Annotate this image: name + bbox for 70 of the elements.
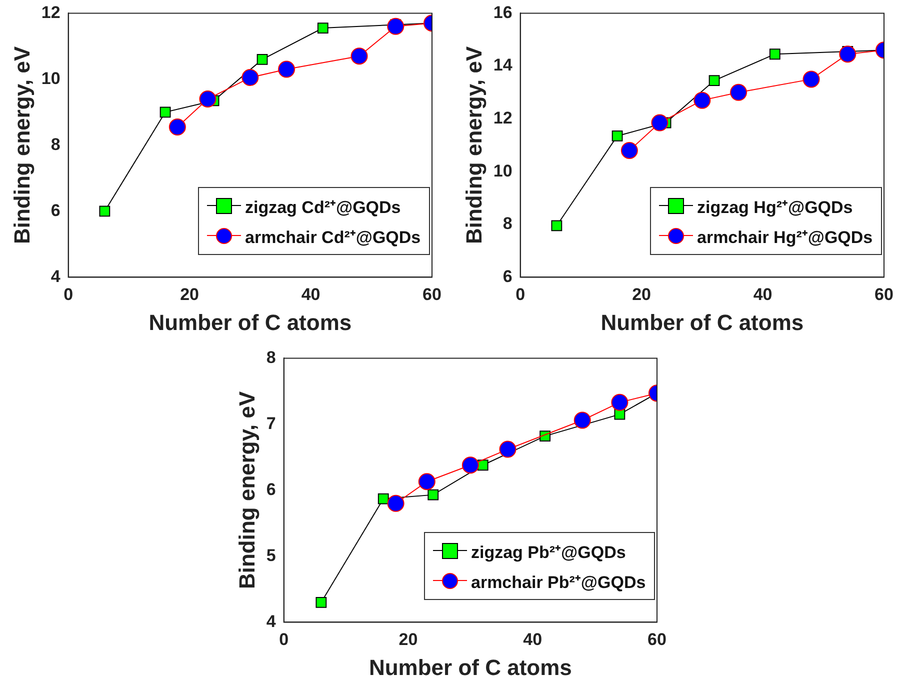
y-tick-label: 4 [266,612,276,631]
legend-label: zigzag Pb²⁺@GQDs [471,542,626,563]
point [802,70,820,88]
y-tick-label: 10 [41,68,60,88]
x-tick-label: 40 [523,630,542,650]
point [317,22,328,34]
x-tick-label: 20 [398,630,418,650]
x-tick-label: 20 [180,285,199,304]
point [316,596,327,608]
y-tick-label: 6 [266,480,276,499]
point [160,106,171,118]
y-tick-label: 5 [266,546,276,565]
y-axis-title: Binding energy, eV [234,391,260,590]
point [378,493,389,504]
x-tick-label: 60 [422,285,442,304]
legend-label: armchair Pb²⁺@GQDs [471,572,646,593]
x-tick-label: 40 [753,285,772,304]
point [651,114,668,132]
x-axis-title: Number of C atoms [600,310,804,335]
y-tick-label: 12 [41,2,60,22]
point [574,412,591,429]
point [477,460,488,471]
y-tick-label: 4 [50,266,61,286]
point [694,92,711,109]
legend-label: zigzag Cd²⁺@GQDs [245,196,401,218]
legend-label: armchair Cd²⁺@GQDs [245,226,421,248]
y-axis-title: Binding energy, eV [9,46,34,244]
point [350,48,368,65]
point [462,456,479,474]
point [278,60,296,78]
x-tick-label: 0 [64,285,74,304]
y-tick-label: 8 [502,214,512,234]
point [551,220,562,232]
point [199,90,216,108]
x-axis-title: Number of C atoms [148,310,352,335]
y-tick-label: 8 [266,348,276,367]
point [839,46,856,63]
point [256,54,268,65]
y-tick-label: 16 [493,2,512,22]
y-tick-label: 12 [493,108,512,128]
x-tick-label: 0 [279,630,289,650]
x-tick-label: 60 [874,285,894,304]
x-axis-title: Number of C atoms [368,654,572,680]
point [99,206,110,217]
point [611,394,628,411]
point [387,494,404,512]
y-tick-label: 7 [266,414,276,433]
point [242,69,259,86]
y-tick-label: 6 [50,200,60,220]
legend-label: zigzag Hg²⁺@GQDs [697,196,853,218]
x-tick-label: 40 [301,285,320,304]
point [708,75,720,86]
y-tick-label: 8 [50,134,60,154]
point [612,130,623,142]
legend-label: armchair Hg²⁺@GQDs [697,226,873,248]
point [387,18,404,35]
point [620,142,638,159]
point [730,84,748,101]
point [499,440,516,458]
point [428,489,439,500]
y-tick-label: 6 [502,266,512,286]
y-tick-label: 14 [493,56,513,75]
y-axis-title: Binding energy, eV [461,46,486,244]
point [769,48,780,60]
point [418,473,436,490]
x-tick-label: 0 [516,285,526,304]
x-tick-label: 60 [648,630,666,650]
point [168,118,186,136]
x-tick-label: 20 [632,285,651,304]
y-tick-label: 10 [493,161,512,180]
